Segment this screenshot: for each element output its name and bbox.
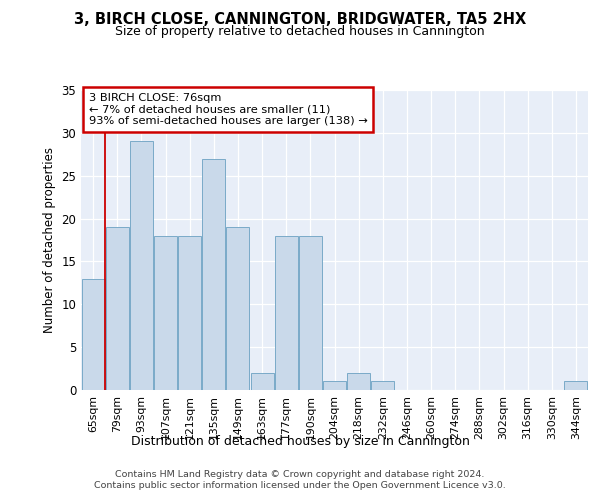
Bar: [202, 158, 225, 390]
Bar: [275, 236, 298, 390]
Bar: [251, 373, 274, 390]
Text: Size of property relative to detached houses in Cannington: Size of property relative to detached ho…: [115, 25, 485, 38]
Bar: [347, 373, 370, 390]
Text: 3, BIRCH CLOSE, CANNINGTON, BRIDGWATER, TA5 2HX: 3, BIRCH CLOSE, CANNINGTON, BRIDGWATER, …: [74, 12, 526, 28]
Bar: [106, 227, 128, 390]
Bar: [565, 382, 587, 390]
Bar: [178, 236, 201, 390]
Y-axis label: Number of detached properties: Number of detached properties: [43, 147, 56, 333]
Bar: [299, 236, 322, 390]
Bar: [130, 142, 153, 390]
Text: Contains public sector information licensed under the Open Government Licence v3: Contains public sector information licen…: [94, 481, 506, 490]
Bar: [154, 236, 177, 390]
Text: Distribution of detached houses by size in Cannington: Distribution of detached houses by size …: [131, 435, 469, 448]
Bar: [226, 227, 250, 390]
Bar: [82, 278, 104, 390]
Bar: [323, 382, 346, 390]
Text: 3 BIRCH CLOSE: 76sqm
← 7% of detached houses are smaller (11)
93% of semi-detach: 3 BIRCH CLOSE: 76sqm ← 7% of detached ho…: [89, 93, 367, 126]
Text: Contains HM Land Registry data © Crown copyright and database right 2024.: Contains HM Land Registry data © Crown c…: [115, 470, 485, 479]
Bar: [371, 382, 394, 390]
